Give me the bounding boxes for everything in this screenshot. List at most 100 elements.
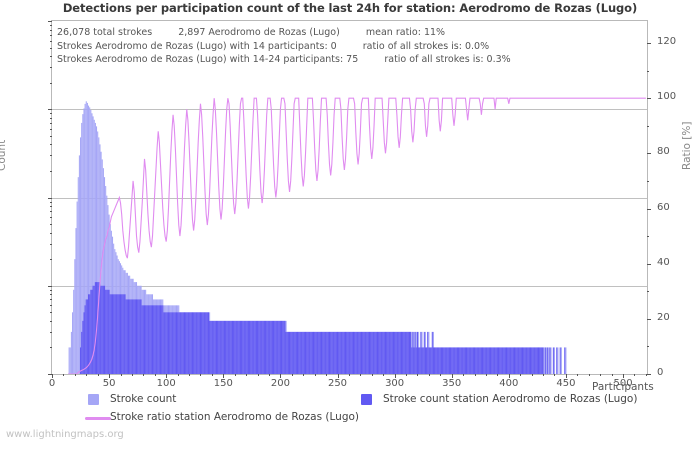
y-tick-right-minor [647,346,649,348]
x-tick-minor [314,374,316,376]
station-strokes: 2,897 Aerodromo de Rozas (Lugo) [178,27,340,38]
y-tick-right [647,208,651,210]
legend-swatch-stroke-count [88,394,99,405]
y-axis-left-label: Count [0,139,8,171]
chart-title: Detections per participation count of th… [62,1,638,15]
x-tick-minor [234,374,236,376]
x-tick-minor [371,374,373,376]
y-tick-left [48,109,52,111]
y-tick-left-minor [50,211,52,213]
x-tick-label: 300 [385,378,405,389]
x-tick-minor [348,374,350,376]
y-tick-right-minor [647,236,649,238]
x-tick-label: 200 [270,378,290,389]
y-tick-left-minor [50,67,52,69]
x-tick-minor [588,374,590,376]
y-tick-right-minor [647,70,649,72]
y-tick-left-minor [50,144,52,146]
y-tick-label-right: 100 [657,91,677,103]
legend-swatch-station-count [361,394,372,405]
x-tick-label: 150 [213,378,233,389]
x-tick-label: 400 [499,378,519,389]
x-tick-minor [154,374,156,376]
x-tick-minor [246,374,248,376]
y-tick-left-minor [50,170,52,172]
x-tick-minor [600,374,602,376]
y-tick-right [647,98,651,100]
x-tick-minor [577,374,579,376]
x-tick [109,374,111,378]
x-tick-minor [634,374,636,376]
y-tick-left-minor [50,289,52,291]
y-tick-left-minor [50,232,52,234]
total-strokes: 26,078 total strokes [57,27,153,38]
y-tick-left-minor [50,34,52,36]
y-tick-right [647,374,651,375]
x-tick-minor [257,374,259,376]
x-tick-label: 250 [327,378,348,389]
x-tick [166,374,168,378]
x-tick-minor [63,374,65,376]
y-tick-left-minor [50,135,52,137]
x-tick-minor [200,374,202,376]
y-tick-left [48,374,52,375]
x-tick [52,374,53,378]
watermark: www.lightningmaps.org [6,429,124,440]
x-tick-minor [520,374,522,376]
y-tick-left-minor [50,25,52,27]
x-tick-minor [189,374,191,376]
x-tick-minor [74,374,76,376]
y-tick-left-minor [50,312,52,314]
y-tick-right-minor [647,180,649,182]
legend-label-stroke-count: Stroke count [110,393,177,405]
x-axis-label: Participants [592,381,654,393]
y-tick-left-minor [50,320,52,322]
x-tick-minor [143,374,145,376]
y-tick-left-minor [50,117,52,119]
y-tick-left-minor [50,56,52,58]
x-tick [280,374,282,378]
x-tick-minor [645,374,647,376]
ratio-14-participants: ratio of all strokes is: 0.0% [362,40,490,52]
x-tick-label: 450 [556,378,576,389]
y-tick-left-minor [50,331,52,333]
annotation-line-1: 26,078 total strokes 2,897 Aerodromo de … [57,26,511,40]
x-tick-minor [554,374,556,376]
x-tick-label: 100 [156,378,176,389]
x-tick [223,374,225,378]
x-tick-label: 50 [102,378,116,389]
y-tick-left-minor [50,47,52,49]
x-tick-minor [326,374,328,376]
x-tick-minor [291,374,293,376]
y-tick-left [48,21,52,22]
x-tick-minor [120,374,122,376]
y-tick-left-minor [50,224,52,226]
x-tick-minor [531,374,533,376]
x-tick-minor [383,374,385,376]
mean-ratio: mean ratio: 11% [365,27,446,38]
y-tick-label-right: 0 [657,367,664,378]
y-tick-right [647,153,651,155]
x-tick-minor [177,374,179,376]
x-tick-minor [611,374,613,376]
y-tick-label-right: 120 [657,36,677,48]
x-tick-minor [497,374,499,376]
x-tick-label: 500 [613,378,633,389]
x-tick-minor [303,374,305,376]
y-tick-right [647,263,651,265]
y-tick-left-minor [50,113,52,115]
x-tick-minor [268,374,270,376]
plot-area [48,20,651,378]
x-tick-minor [360,374,362,376]
y-tick-left-minor [50,347,52,349]
x-tick-minor [463,374,465,376]
y-tick-label-right: 80 [657,146,670,158]
chart-svg [52,97,647,374]
annotation-block: 26,078 total strokes 2,897 Aerodromo de … [57,26,511,67]
x-tick-minor [485,374,487,376]
legend-label-station-count: Stroke count station Aerodromo de Rozas … [383,393,638,405]
x-tick-minor [86,374,88,376]
y-tick-left-minor [50,122,52,124]
y-axis-right-label: Ratio [%] [681,121,693,170]
